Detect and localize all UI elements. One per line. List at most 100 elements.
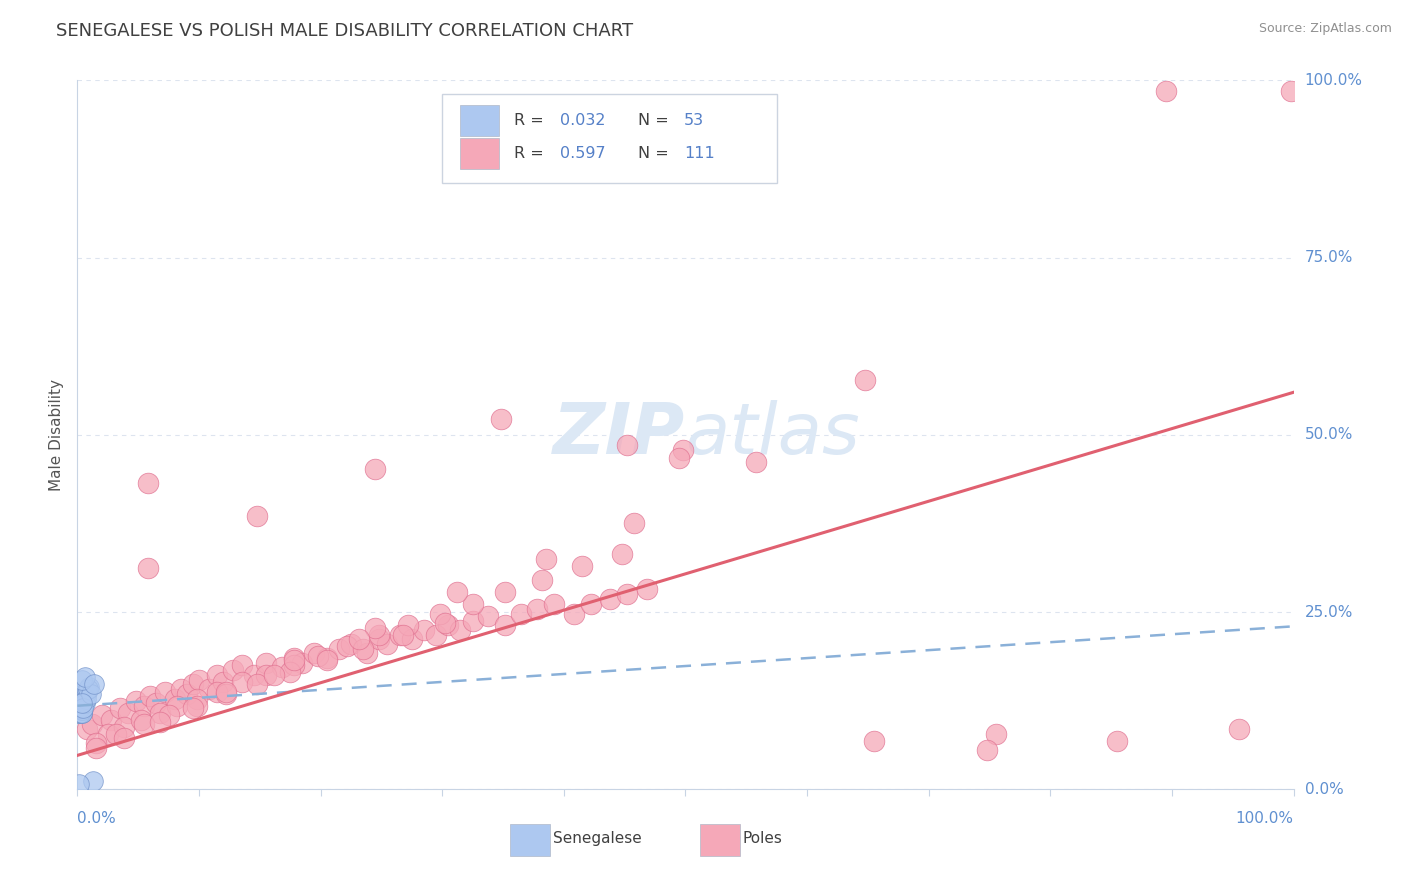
Point [67,689,90,703]
Point [401,632,423,646]
Point [70,673,93,687]
Point [69,703,91,717]
Point [396,618,419,632]
Point [170,681,193,696]
Point [105,727,128,741]
Point [69,691,91,706]
Point [392,628,415,642]
Point [526,601,548,615]
Point [571,559,593,574]
Text: Poles: Poles [742,831,782,846]
Point [166,698,188,713]
Point [70,706,93,720]
Point [461,614,484,628]
Point [67,689,90,703]
Text: ZIP: ZIP [553,401,686,469]
Text: 53: 53 [685,113,704,128]
Point [70,701,93,715]
FancyBboxPatch shape [460,105,499,136]
Point [489,412,512,426]
Point [181,677,204,691]
Point [69,687,91,701]
Point [80,717,103,731]
Point [136,476,159,491]
Point [163,691,186,706]
Point [328,642,350,657]
Point [69,696,91,710]
Point [69,701,91,715]
Point [70,694,93,708]
Point [70,696,93,710]
Point [186,698,208,713]
Point [315,653,337,667]
Point [80,687,103,701]
Point [82,773,104,788]
Text: 0.597: 0.597 [560,145,606,161]
Point [145,696,167,710]
Point [616,587,638,601]
Text: R =: R = [515,145,548,161]
Point [76,684,98,698]
Point [129,713,152,727]
Point [149,714,172,729]
Point [352,642,374,657]
Point [90,708,112,723]
Text: 0.0%: 0.0% [77,812,117,826]
Point [79,680,101,694]
Point [745,455,768,469]
Point [149,706,172,720]
Point [157,708,180,723]
Text: Source: ZipAtlas.com: Source: ZipAtlas.com [1258,22,1392,36]
Point [67,777,90,791]
Point [70,703,93,717]
Point [1154,84,1177,98]
Point [67,687,90,701]
Point [1107,734,1129,748]
Point [263,667,285,681]
Point [215,687,238,701]
Point [117,706,139,720]
Point [254,656,277,670]
Point [69,698,91,713]
Point [97,727,120,741]
Point [112,720,135,734]
Point [449,623,471,637]
Point [668,450,690,465]
Point [623,516,645,531]
Point [510,607,533,621]
Point [364,621,387,635]
Point [67,691,90,706]
Point [246,677,269,691]
Point [254,667,277,681]
Text: Senegalese: Senegalese [553,831,641,846]
Point [356,646,378,660]
Point [77,681,100,696]
Point [205,684,228,698]
Point [70,703,93,717]
Point [446,585,468,599]
Point [83,677,105,691]
Point [215,684,238,698]
Point [69,691,91,706]
Point [562,607,585,621]
Point [70,694,93,708]
Point [1227,722,1250,736]
Point [70,696,93,710]
Point [364,462,387,476]
Point [108,701,131,715]
Point [494,585,516,599]
Point [70,691,93,706]
Point [69,694,91,708]
Text: 0.032: 0.032 [560,113,606,128]
Point [67,698,90,713]
Point [231,674,253,689]
Point [69,696,91,710]
Text: 100.0%: 100.0% [1236,812,1294,826]
Point [336,639,359,653]
Point [315,651,337,665]
Point [368,632,391,646]
Point [855,372,877,386]
Point [75,691,97,706]
Point [579,597,602,611]
Point [377,637,399,651]
